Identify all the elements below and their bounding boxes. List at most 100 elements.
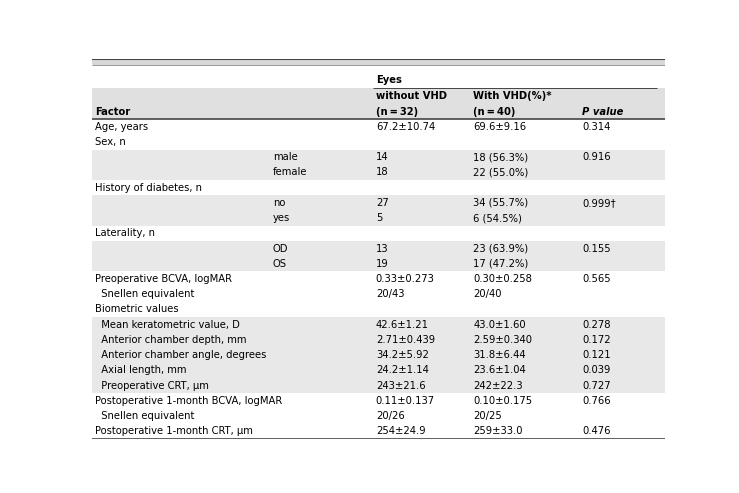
- Bar: [92, 348, 665, 363]
- Bar: [92, 195, 665, 211]
- Text: 23.6±1.04: 23.6±1.04: [473, 365, 526, 375]
- Bar: [92, 119, 665, 135]
- Text: without VHD: without VHD: [376, 91, 447, 101]
- Text: 2.71±0.439: 2.71±0.439: [376, 335, 435, 345]
- Text: 254±24.9: 254±24.9: [376, 426, 426, 436]
- Text: Age, years: Age, years: [95, 122, 149, 132]
- Text: 6 (54.5%): 6 (54.5%): [473, 213, 522, 223]
- Text: Eyes: Eyes: [376, 75, 402, 85]
- Text: 69.6±9.16: 69.6±9.16: [473, 122, 526, 132]
- Text: 27: 27: [376, 198, 389, 208]
- Text: 13: 13: [376, 244, 389, 253]
- Text: Snellen equivalent: Snellen equivalent: [95, 411, 194, 421]
- Text: Snellen equivalent: Snellen equivalent: [95, 289, 194, 299]
- Text: 0.314: 0.314: [582, 122, 610, 132]
- Text: 0.172: 0.172: [582, 335, 610, 345]
- Text: 0.476: 0.476: [582, 426, 610, 436]
- Text: OD: OD: [273, 244, 288, 253]
- Text: 0.155: 0.155: [582, 244, 610, 253]
- Text: 24.2±1.14: 24.2±1.14: [376, 365, 429, 375]
- Bar: [92, 256, 665, 271]
- Text: Postoperative 1-month CRT, μm: Postoperative 1-month CRT, μm: [95, 426, 253, 436]
- Text: 0.11±0.137: 0.11±0.137: [376, 396, 435, 406]
- Text: 0.766: 0.766: [582, 396, 610, 406]
- Text: no: no: [273, 198, 285, 208]
- Bar: [92, 150, 665, 165]
- Text: 0.916: 0.916: [582, 152, 610, 162]
- Bar: [92, 241, 665, 256]
- Bar: [92, 135, 665, 150]
- Text: 0.121: 0.121: [582, 350, 610, 360]
- Text: Preoperative CRT, μm: Preoperative CRT, μm: [95, 381, 209, 390]
- Text: 19: 19: [376, 259, 389, 269]
- Text: Mean keratometric value, D: Mean keratometric value, D: [95, 319, 240, 330]
- Bar: [92, 180, 665, 195]
- Text: 42.6±1.21: 42.6±1.21: [376, 319, 429, 330]
- Text: 20/25: 20/25: [473, 411, 502, 421]
- Bar: [92, 59, 665, 65]
- Text: 20/26: 20/26: [376, 411, 405, 421]
- Bar: [92, 165, 665, 180]
- Text: OS: OS: [273, 259, 287, 269]
- Text: Postoperative 1-month BCVA, logMAR: Postoperative 1-month BCVA, logMAR: [95, 396, 282, 406]
- Text: 0.039: 0.039: [582, 365, 610, 375]
- Text: Preoperative BCVA, logMAR: Preoperative BCVA, logMAR: [95, 274, 232, 284]
- Text: 0.30±0.258: 0.30±0.258: [473, 274, 532, 284]
- Bar: [92, 104, 665, 119]
- Text: 20/40: 20/40: [473, 289, 502, 299]
- Text: 17 (47.2%): 17 (47.2%): [473, 259, 528, 269]
- Text: (n = 40): (n = 40): [473, 106, 516, 116]
- Text: 34.2±5.92: 34.2±5.92: [376, 350, 429, 360]
- Bar: [92, 71, 665, 88]
- Text: 0.565: 0.565: [582, 274, 610, 284]
- Bar: [92, 302, 665, 317]
- Text: 0.727: 0.727: [582, 381, 610, 390]
- Text: 18: 18: [376, 168, 389, 177]
- Text: 2.59±0.340: 2.59±0.340: [473, 335, 532, 345]
- Text: Anterior chamber depth, mm: Anterior chamber depth, mm: [95, 335, 247, 345]
- Text: With VHD(%)*: With VHD(%)*: [473, 91, 552, 101]
- Text: 243±21.6: 243±21.6: [376, 381, 426, 390]
- Text: 43.0±1.60: 43.0±1.60: [473, 319, 526, 330]
- Text: male: male: [273, 152, 298, 162]
- Bar: [92, 65, 665, 71]
- Bar: [92, 211, 665, 226]
- Text: 5: 5: [376, 213, 382, 223]
- Text: 14: 14: [376, 152, 389, 162]
- Bar: [92, 423, 665, 439]
- Text: yes: yes: [273, 213, 290, 223]
- Text: Laterality, n: Laterality, n: [95, 228, 155, 238]
- Text: P value: P value: [582, 106, 624, 116]
- Text: Factor: Factor: [95, 106, 131, 116]
- Text: (n = 32): (n = 32): [376, 106, 418, 116]
- Bar: [92, 363, 665, 378]
- Bar: [92, 378, 665, 393]
- Text: Biometric values: Biometric values: [95, 305, 179, 315]
- Text: 18 (56.3%): 18 (56.3%): [473, 152, 528, 162]
- Text: 34 (55.7%): 34 (55.7%): [473, 198, 528, 208]
- Text: Sex, n: Sex, n: [95, 137, 126, 147]
- Text: 0.10±0.175: 0.10±0.175: [473, 396, 532, 406]
- Bar: [92, 88, 665, 104]
- Text: Axial length, mm: Axial length, mm: [95, 365, 187, 375]
- Text: 259±33.0: 259±33.0: [473, 426, 522, 436]
- Bar: [92, 393, 665, 408]
- Text: History of diabetes, n: History of diabetes, n: [95, 183, 202, 193]
- Text: 0.33±0.273: 0.33±0.273: [376, 274, 435, 284]
- Bar: [92, 271, 665, 286]
- Text: 242±22.3: 242±22.3: [473, 381, 523, 390]
- Text: 31.8±6.44: 31.8±6.44: [473, 350, 526, 360]
- Text: 0.999†: 0.999†: [582, 198, 616, 208]
- Bar: [92, 286, 665, 302]
- Text: female: female: [273, 168, 307, 177]
- Text: 67.2±10.74: 67.2±10.74: [376, 122, 435, 132]
- Bar: [92, 332, 665, 348]
- Text: Anterior chamber angle, degrees: Anterior chamber angle, degrees: [95, 350, 267, 360]
- Bar: [92, 226, 665, 241]
- Bar: [92, 317, 665, 332]
- Text: 20/43: 20/43: [376, 289, 404, 299]
- Text: 22 (55.0%): 22 (55.0%): [473, 168, 528, 177]
- Bar: [92, 408, 665, 423]
- Text: 23 (63.9%): 23 (63.9%): [473, 244, 528, 253]
- Text: 0.278: 0.278: [582, 319, 610, 330]
